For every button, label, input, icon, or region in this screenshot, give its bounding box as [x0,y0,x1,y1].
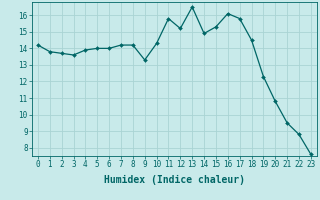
X-axis label: Humidex (Indice chaleur): Humidex (Indice chaleur) [104,175,245,185]
